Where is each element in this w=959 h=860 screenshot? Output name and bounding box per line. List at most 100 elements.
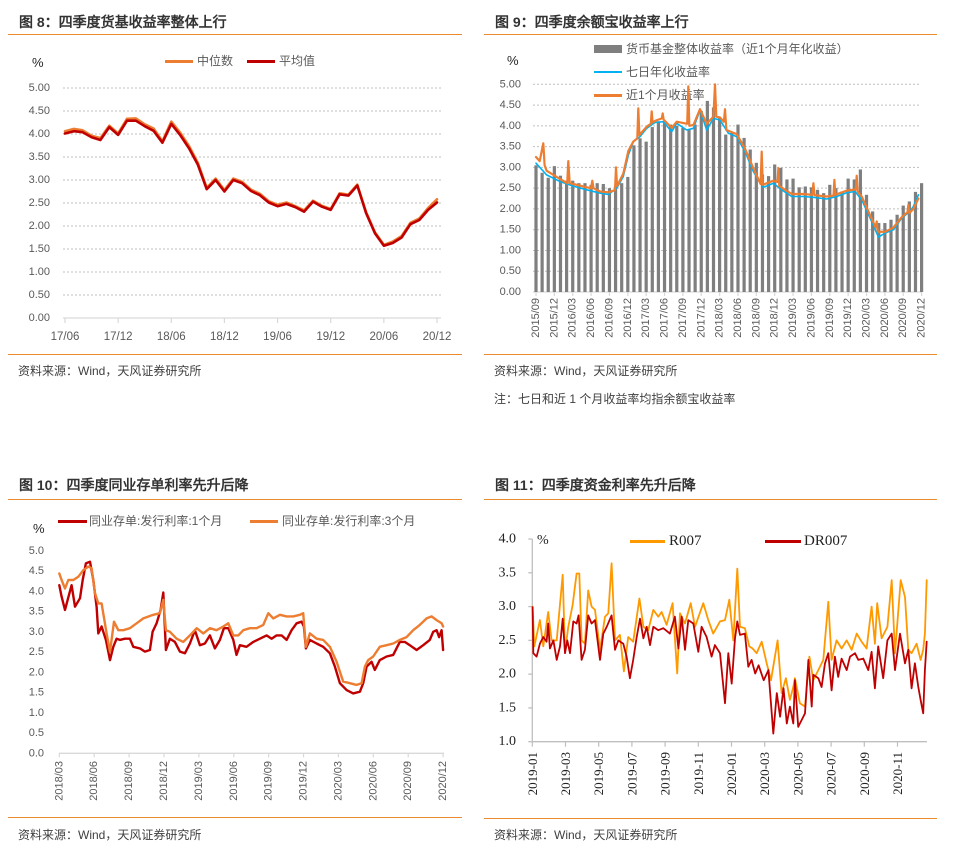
source-note: 资料来源：Wind，天风证券研究所 [494, 828, 678, 842]
x-tick-label: 2020/09 [402, 761, 414, 801]
y-tick-label: 0.00 [500, 286, 521, 298]
x-tick-label: 2020/12 [916, 298, 928, 338]
y-tick-label: 2.5 [499, 633, 517, 648]
bar [711, 107, 716, 292]
bar [858, 169, 862, 292]
fig9-series-2-line [534, 83, 920, 233]
x-tick-label: 19/12 [316, 331, 345, 343]
legend-label-1m: 同业存单:发行利率:1个月 [89, 514, 223, 528]
bar [552, 166, 556, 292]
bar [601, 183, 605, 292]
x-tick-label: 2015/09 [530, 298, 542, 338]
chart-title: 图 8：四季度货基收益率整体上行 [19, 14, 227, 30]
bar [571, 180, 575, 292]
x-tick-label: 2019/12 [298, 761, 310, 801]
y-tick-label: 1.5 [29, 687, 44, 699]
bar [638, 138, 642, 292]
bar [852, 179, 856, 292]
bar [846, 178, 850, 292]
bar [766, 176, 771, 292]
x-tick-label: 2019/09 [263, 761, 275, 801]
x-tick-label: 2016/12 [622, 298, 634, 338]
legend-swatch-money-fund [594, 45, 622, 53]
bar [822, 193, 826, 292]
y-tick-label: 4.5 [29, 565, 44, 577]
fig10-plot: 0.0 0.5 1.0 1.5 2.0 2.5 3.0 3.5 4.0 4.5 5.0 2018/03… [29, 545, 449, 801]
y-tick-label: 0.50 [500, 265, 521, 277]
bar [913, 191, 918, 292]
bar [669, 124, 673, 292]
fig10-series-1-line [58, 565, 445, 687]
y-tick-label: 2.0 [499, 667, 517, 682]
y-tick-label: 1.0 [499, 734, 517, 749]
source-note: 资料来源：Wind，天风证券研究所 [494, 364, 678, 378]
source-rule [8, 354, 462, 355]
bar [920, 183, 924, 292]
fig11-series-1-line [531, 606, 928, 735]
y-tick-label: 3.50 [29, 151, 50, 163]
x-tick-label: 2019-05 [591, 752, 606, 795]
x-tick-label: 2020-07 [824, 752, 839, 796]
legend-label-3m: 同业存单:发行利率:3个月 [282, 514, 416, 528]
bar [565, 180, 569, 292]
x-tick-label: 2018/09 [750, 298, 762, 338]
y-tick-label: 5.0 [29, 545, 44, 557]
y-tick-label: 4.0 [499, 532, 517, 547]
x-tick-label: 18/12 [210, 331, 239, 343]
fig10-series-0-line [58, 560, 445, 695]
bar [583, 183, 587, 292]
bar [705, 100, 709, 292]
y-tick-label: 3.00 [29, 174, 50, 186]
y-tick-label: 3.0 [499, 599, 517, 614]
x-tick-label: 2017/12 [695, 298, 707, 338]
y-tick-label: 4.00 [29, 128, 50, 140]
bar [742, 137, 746, 292]
x-tick-label: 2016/06 [585, 298, 597, 338]
title-rule [8, 499, 462, 500]
x-tick-label: 2020-01 [724, 752, 739, 795]
bar [803, 186, 807, 292]
y-tick-label: 0.5 [29, 727, 44, 739]
y-tick-label: 4.0 [29, 585, 44, 597]
y-tick-label: 1.0 [29, 707, 44, 719]
bar [577, 183, 581, 292]
x-tick-label: 2017/03 [640, 298, 652, 338]
bar [779, 167, 783, 292]
legend-swatch-1m [58, 520, 87, 523]
y-tick-label: 1.50 [29, 243, 50, 255]
x-tick-label: 2018/03 [53, 761, 65, 801]
bar [620, 183, 624, 292]
legend-label-1month: 近1个月收益率 [626, 88, 705, 102]
x-tick-label: 20/12 [423, 331, 452, 343]
bar [736, 124, 740, 292]
bar [815, 189, 820, 292]
x-tick-label: 17/12 [104, 331, 133, 343]
fig11-series-0-line [531, 562, 928, 708]
x-tick-label: 2019/09 [824, 298, 836, 338]
y-tick-label: 3.5 [29, 606, 44, 618]
bar [907, 201, 911, 292]
source-rule [8, 817, 462, 818]
legend-swatch-7day [594, 71, 622, 73]
x-tick-label: 2019/06 [805, 298, 817, 338]
y-tick-label: 2.00 [500, 203, 521, 215]
bar [607, 188, 612, 292]
title-rule [484, 34, 937, 35]
bar [626, 176, 630, 292]
y-tick-label: 0.0 [29, 747, 44, 759]
bar [613, 186, 618, 292]
y-unit-label: % [32, 55, 44, 70]
bar [871, 211, 875, 292]
bar [834, 188, 838, 292]
bar [650, 127, 654, 292]
y-tick-label: 1.50 [500, 224, 521, 236]
source-note: 资料来源：Wind，天风证券研究所 [18, 364, 202, 378]
x-tick-label: 2018/09 [123, 761, 135, 801]
bar [748, 149, 752, 292]
bar [595, 183, 599, 292]
y-tick-label: 2.0 [29, 666, 44, 678]
y-tick-label: 2.50 [500, 182, 521, 194]
y-tick-label: 2.5 [29, 646, 44, 658]
bar [687, 129, 691, 292]
